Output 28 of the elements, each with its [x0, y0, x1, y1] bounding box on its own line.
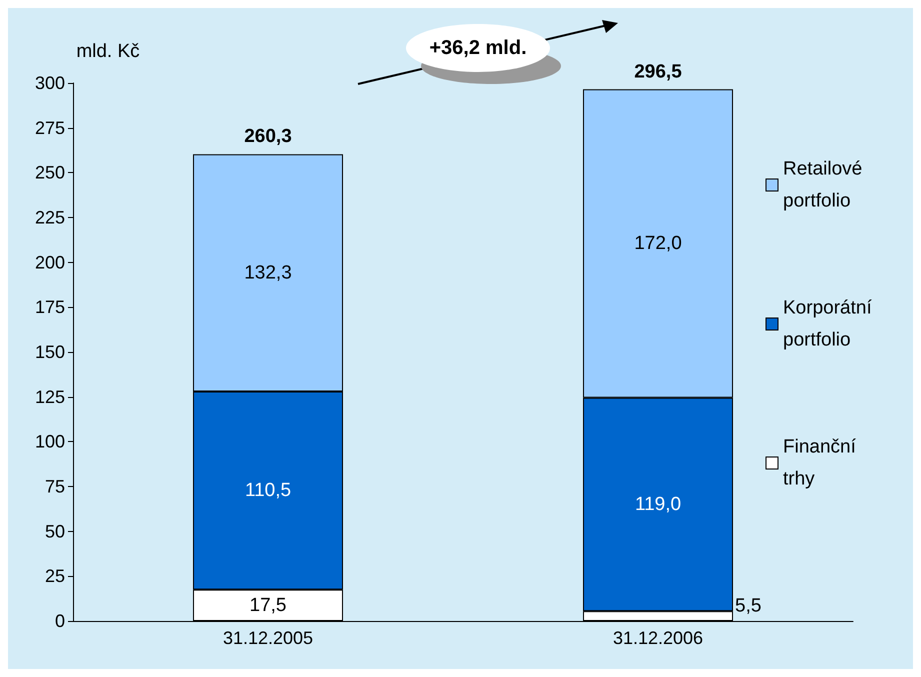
legend-label: Korporátní portfolio	[783, 298, 877, 350]
y-tick-label: 300	[34, 73, 65, 93]
y-tick-label: 50	[44, 521, 65, 542]
data-label: 119,0	[634, 494, 682, 515]
total-label: 260,3	[244, 126, 292, 148]
y-tick-label: 125	[34, 386, 65, 407]
y-tick-label: 250	[34, 162, 65, 183]
y-tick-label: 175	[34, 297, 65, 318]
y-tick-label: 25	[44, 566, 65, 586]
total-label: 296,5	[634, 61, 682, 82]
y-tick-label: 275	[34, 118, 65, 138]
data-label: 17,5	[250, 594, 286, 616]
y-tick-label: 0	[54, 611, 65, 631]
y-tick-label: 200	[34, 252, 65, 272]
data-label: 110,5	[244, 480, 292, 502]
text: +36,2 mld.	[429, 37, 527, 59]
data-label: 5,5	[735, 596, 762, 617]
y-tick-label: 225	[34, 208, 65, 228]
x-tick-label: 31.12.2005	[222, 628, 314, 648]
data-label: 132,3	[244, 262, 292, 284]
legend-label: Retailové portfolio	[783, 158, 868, 212]
y-tick-label: 100	[34, 432, 65, 452]
x-tick-label: 31.12.2006	[612, 628, 704, 648]
legend-label: Finanční trhy	[783, 436, 862, 490]
y-axis-title: mld. Kč	[76, 41, 140, 62]
y-tick-label: 75	[44, 476, 65, 496]
data-label: 172,0	[634, 233, 682, 254]
y-tick-label: 150	[34, 342, 65, 362]
